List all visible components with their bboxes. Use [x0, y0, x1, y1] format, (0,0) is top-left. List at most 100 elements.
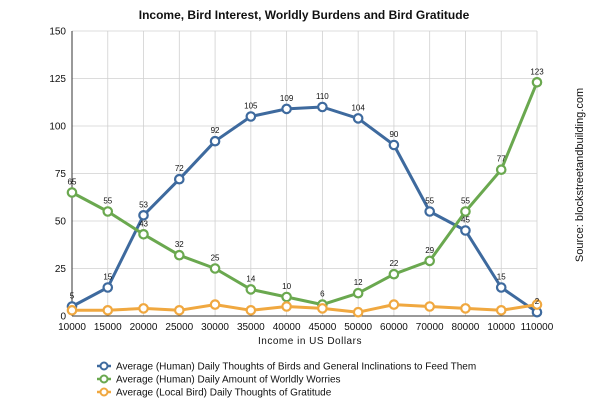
- data-point: [138, 303, 149, 314]
- series-0: [66, 101, 543, 318]
- legend-item: Average (Human) Daily Amount of Worldly …: [97, 374, 341, 386]
- data-label: 55: [461, 197, 470, 206]
- x-tick-label: 45000: [308, 322, 336, 333]
- data-label: 45: [461, 216, 470, 225]
- data-label: 22: [389, 259, 398, 268]
- legend-label: Average (Human) Daily Thoughts of Birds …: [116, 362, 476, 373]
- data-point: [495, 164, 507, 175]
- data-point: [460, 225, 471, 236]
- data-point: [317, 303, 328, 314]
- legend-swatch-marker: [99, 387, 109, 397]
- data-label: 10: [282, 282, 291, 291]
- x-tick-label: 50000: [344, 322, 372, 333]
- x-tick-label: 60000: [380, 322, 408, 333]
- x-tick-label: 20000: [130, 322, 158, 333]
- y-tick-label: 25: [55, 264, 67, 275]
- x-axis-label: Income in US Dollars: [258, 336, 362, 347]
- data-label: 15: [497, 273, 506, 282]
- data-point: [281, 301, 292, 312]
- data-point: [424, 301, 435, 312]
- series-line: [71, 105, 538, 314]
- series-line: [71, 81, 539, 307]
- data-point: [495, 304, 507, 316]
- data-point: [102, 304, 114, 316]
- data-point: [66, 304, 78, 316]
- x-tick-label: 40000: [273, 322, 301, 333]
- data-point: [531, 77, 543, 88]
- data-label: 6: [320, 290, 325, 299]
- source-note: Source: blockstreetandbuilding.com: [574, 88, 586, 262]
- y-tick-label: 0: [60, 312, 66, 323]
- data-point: [174, 249, 185, 261]
- data-label: 32: [175, 240, 184, 249]
- data-point: [388, 139, 400, 151]
- data-label: 92: [211, 126, 220, 135]
- series-2: [66, 299, 543, 318]
- data-point: [174, 304, 185, 316]
- data-point: [531, 299, 543, 310]
- data-label: 14: [246, 274, 255, 283]
- y-tick-label: 75: [55, 169, 67, 180]
- axes: [71, 31, 537, 317]
- data-label: 25: [211, 254, 220, 263]
- data-label: 109: [280, 94, 294, 103]
- grid: [71, 30, 538, 317]
- data-point: [245, 284, 257, 295]
- data-label: 12: [354, 278, 363, 287]
- x-tick-label: 80000: [452, 322, 480, 333]
- data-point: [460, 206, 471, 217]
- x-tick-label: 70000: [416, 322, 444, 333]
- data-label: 29: [425, 246, 434, 255]
- x-tick-label: 10000: [487, 322, 515, 333]
- y-tick-label: 100: [49, 122, 66, 133]
- data-point: [424, 206, 435, 217]
- data-label: 2: [535, 297, 540, 306]
- data-point: [317, 101, 328, 113]
- series-1: [66, 77, 543, 310]
- y-tick-label: 50: [55, 217, 67, 228]
- y-tick-labels: 0 25 50 75 100 125 150: [49, 27, 66, 323]
- legend-item: Average (Human) Daily Thoughts of Birds …: [97, 361, 476, 373]
- data-label: 77: [497, 155, 506, 164]
- data-point: [352, 306, 364, 318]
- legend-swatch-marker: [99, 361, 109, 371]
- data-point: [102, 206, 114, 217]
- legend-item: Average (Local Bird) Daily Thoughts of G…: [97, 387, 332, 399]
- data-point: [281, 103, 292, 115]
- data-point: [209, 135, 221, 147]
- x-tick-label: 25000: [165, 322, 193, 333]
- data-point: [495, 282, 507, 293]
- data-point: [102, 282, 114, 293]
- data-label: 43: [139, 219, 148, 228]
- data-label: 72: [175, 164, 184, 173]
- legend-swatch-marker: [99, 374, 109, 384]
- data-label: 110: [316, 92, 329, 101]
- legend-label: Average (Human) Daily Amount of Worldly …: [116, 375, 341, 386]
- data-label: 55: [103, 197, 112, 206]
- x-tick-labels: 10000 15000 20000 25000 30000 35000 40000 45000…: [58, 322, 554, 333]
- data-label: 15: [103, 273, 112, 282]
- x-tick-label: 35000: [237, 322, 265, 333]
- y-tick-label: 125: [49, 74, 66, 85]
- data-point: [352, 113, 364, 124]
- data-point: [66, 187, 78, 198]
- x-tick-label: 10000: [58, 322, 86, 333]
- y-tick-label: 150: [49, 27, 66, 38]
- chart-title: Income, Bird Interest, Worldly Burdens a…: [139, 8, 470, 22]
- data-label: 123: [530, 67, 544, 76]
- data-point: [209, 299, 221, 310]
- x-tick-label: 110000: [521, 322, 554, 333]
- data-label: 53: [139, 200, 148, 209]
- data-point: [138, 210, 149, 221]
- data-point: [460, 303, 471, 314]
- data-point: [245, 304, 257, 316]
- data-label: 5: [70, 292, 75, 301]
- data-point: [424, 255, 435, 267]
- data-point: [352, 287, 364, 299]
- data-label: 65: [68, 178, 77, 187]
- data-point: [209, 263, 221, 274]
- x-tick-label: 30000: [201, 322, 229, 333]
- data-label: 90: [389, 130, 398, 139]
- data-point: [138, 229, 149, 240]
